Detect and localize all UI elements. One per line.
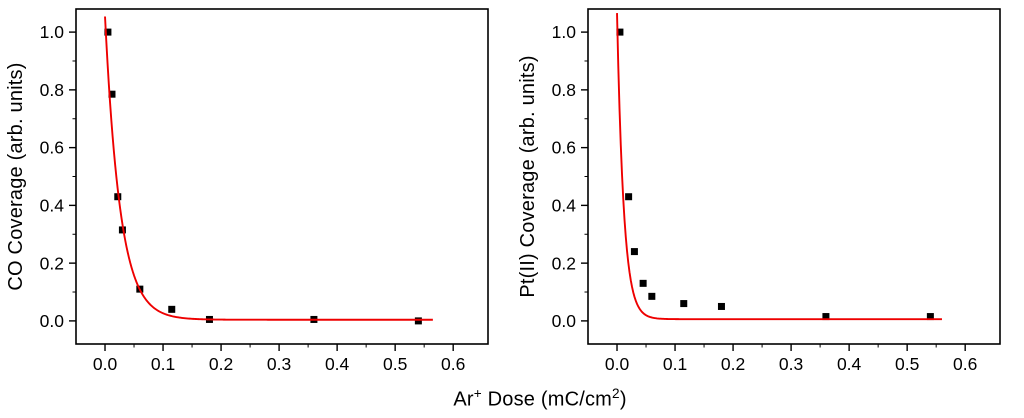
fit-curve: [104, 16, 433, 321]
svg-text:0.6: 0.6: [441, 354, 465, 374]
data-point: [717, 302, 725, 310]
svg-text:0.5: 0.5: [895, 354, 919, 374]
data-point: [168, 305, 176, 313]
data-point: [648, 292, 656, 300]
svg-text:0.0: 0.0: [552, 311, 577, 331]
y-axis-title: CO Coverage (arb. units): [5, 62, 27, 290]
svg-text:0.2: 0.2: [721, 354, 745, 374]
svg-text:0.2: 0.2: [552, 253, 576, 273]
svg-text:0.4: 0.4: [552, 196, 577, 216]
fit-curve: [616, 13, 942, 321]
data-point: [822, 313, 830, 321]
svg-text:0.4: 0.4: [837, 354, 862, 374]
svg-text:0.5: 0.5: [383, 354, 407, 374]
chart-co-coverage: 0.0 0.1 0.2 0.3 0.4 0.5 0.6 0.0 0.2 0.4 0.6 0.8 1.0 C…: [0, 0, 512, 380]
x-axis-title-part: ): [619, 388, 627, 411]
tick-labels: 0.0 0.1 0.2 0.3 0.4 0.5 0.6 0.0 0.2 0.4 0.6 0.8 1.0: [552, 22, 978, 374]
data-point: [680, 300, 688, 308]
data-point: [108, 90, 116, 98]
svg-text:0.3: 0.3: [267, 354, 291, 374]
svg-text:0.6: 0.6: [552, 138, 576, 158]
x-axis-title-superscript-2: 2: [612, 386, 620, 401]
svg-text:0.1: 0.1: [151, 354, 175, 374]
data-point: [630, 248, 638, 256]
svg-text:0.0: 0.0: [40, 311, 65, 331]
svg-text:1.0: 1.0: [40, 22, 65, 42]
svg-text:0.4: 0.4: [325, 354, 350, 374]
x-axis-title: Ar+ Dose (mC/cm2): [453, 386, 626, 412]
x-axis-title-part: Ar: [453, 388, 474, 411]
data-point: [926, 313, 934, 321]
plot-svg: 0.0 0.1 0.2 0.3 0.4 0.5 0.6 0.0 0.2 0.4 0.6 0.8 1.0 P…: [517, 8, 1001, 374]
svg-text:0.8: 0.8: [40, 80, 64, 100]
svg-text:0.2: 0.2: [209, 354, 233, 374]
svg-text:0.0: 0.0: [93, 354, 118, 374]
data-point: [118, 226, 126, 234]
plot-frame: [75, 8, 489, 345]
svg-text:0.0: 0.0: [605, 354, 630, 374]
x-axis-title-part: Dose (mC/cm: [481, 388, 613, 411]
chart-pt2-coverage: 0.0 0.1 0.2 0.3 0.4 0.5 0.6 0.0 0.2 0.4 0.6 0.8 1.0 P…: [512, 0, 1024, 380]
axis-ticks: [581, 31, 966, 351]
x-axis-title-superscript-plus: +: [473, 386, 482, 401]
tick-labels: 0.0 0.1 0.2 0.3 0.4 0.5 0.6 0.0 0.2 0.4 0.6 0.8 1.0: [40, 22, 466, 374]
data-points: [616, 28, 934, 321]
svg-text:0.6: 0.6: [40, 138, 64, 158]
axis-ticks: [69, 31, 454, 351]
data-points: [104, 28, 422, 325]
data-point: [639, 279, 647, 287]
svg-text:1.0: 1.0: [552, 22, 577, 42]
svg-text:0.6: 0.6: [953, 354, 977, 374]
plot-svg: 0.0 0.1 0.2 0.3 0.4 0.5 0.6 0.0 0.2 0.4 0.6 0.8 1.0 C…: [5, 8, 489, 374]
svg-text:0.4: 0.4: [40, 196, 65, 216]
svg-text:0.2: 0.2: [40, 253, 64, 273]
data-point: [414, 317, 422, 325]
data-point: [104, 28, 112, 36]
svg-text:0.3: 0.3: [779, 354, 803, 374]
data-point: [616, 28, 624, 36]
svg-text:0.8: 0.8: [552, 80, 576, 100]
y-axis-title: Pt(II) Coverage (arb. units): [517, 55, 539, 297]
data-point: [625, 193, 633, 201]
svg-text:0.1: 0.1: [663, 354, 687, 374]
